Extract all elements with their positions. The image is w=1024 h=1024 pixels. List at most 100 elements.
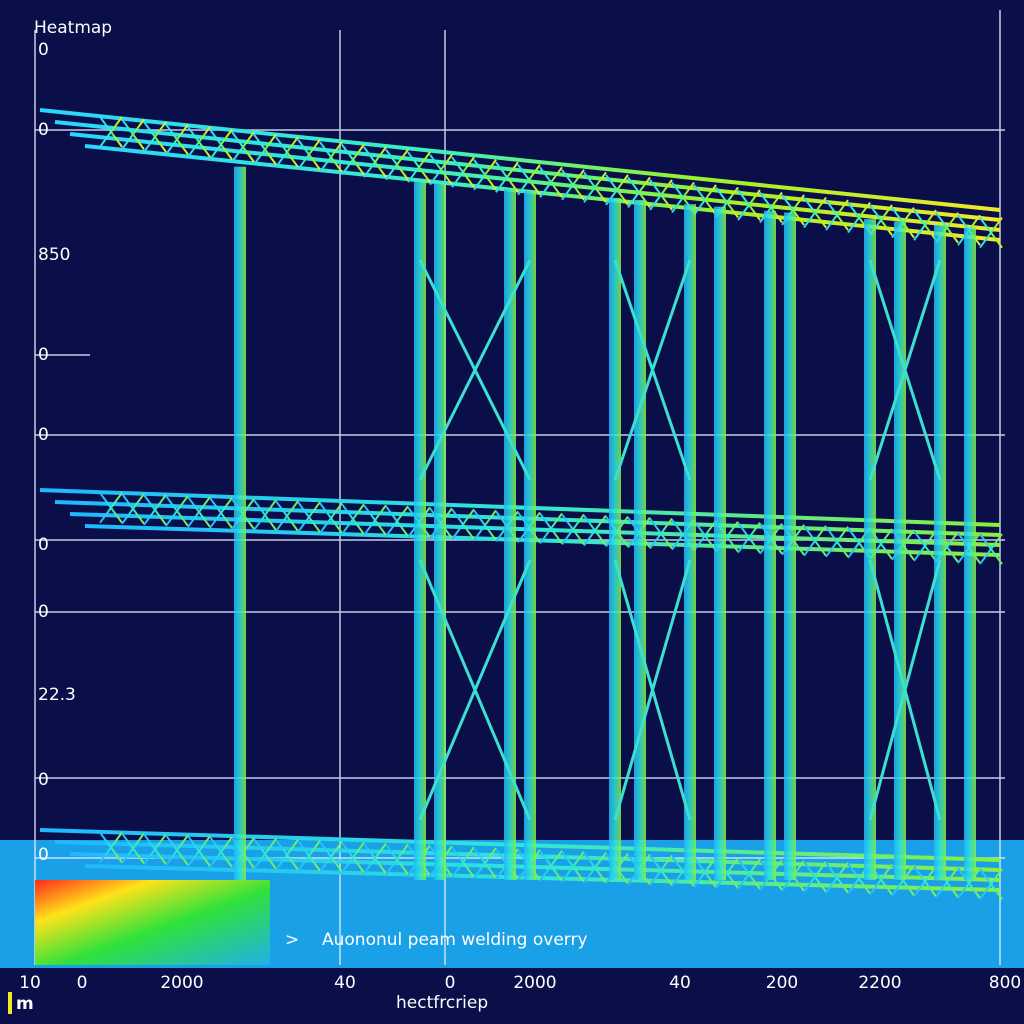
brace (913, 209, 937, 241)
brace (803, 196, 827, 229)
column (504, 189, 516, 880)
column (764, 210, 776, 881)
cross-brace (613, 559, 692, 821)
brace (737, 858, 761, 890)
x-tick-label: 2000 (513, 973, 556, 993)
brace (561, 513, 585, 546)
column (864, 219, 876, 880)
x-tick-label: 0 (445, 973, 456, 993)
x-tick-label: 800 (989, 973, 1021, 993)
legend-label: m (16, 994, 34, 1014)
brace (209, 128, 233, 161)
brace (473, 509, 497, 541)
brace (539, 512, 563, 545)
brace (979, 868, 1003, 900)
brace (913, 865, 937, 898)
y-tick-label: 22.3 (38, 685, 76, 705)
column (434, 183, 446, 881)
brace (715, 857, 739, 889)
brace (275, 136, 299, 168)
brace (275, 839, 299, 871)
brace (121, 493, 145, 525)
brace (473, 847, 497, 879)
brace (165, 123, 189, 156)
color-legend (35, 880, 270, 965)
column (634, 200, 646, 880)
beam (39, 828, 1001, 862)
brace (341, 144, 365, 176)
brace (583, 514, 607, 547)
brace (143, 833, 167, 865)
brace (319, 502, 343, 534)
x-tick-label: 2200 (858, 973, 901, 993)
brace (297, 840, 321, 872)
x-tick-label: 10 (19, 973, 41, 993)
brace (649, 179, 673, 211)
brace (187, 835, 211, 867)
brace (561, 851, 585, 883)
brace (957, 867, 981, 899)
brace (451, 156, 475, 188)
column (964, 227, 976, 880)
brace (99, 831, 123, 864)
brace (209, 497, 233, 529)
y-tick-label: 0 (38, 535, 49, 555)
cross-brace (868, 259, 942, 481)
legend-swatch (8, 992, 12, 1014)
column (684, 204, 696, 880)
brace (451, 846, 475, 878)
brace (407, 151, 431, 183)
brace (143, 121, 167, 153)
x-tick-label: 0 (77, 973, 88, 993)
brace (891, 864, 915, 897)
brace (693, 184, 717, 216)
column (894, 221, 906, 880)
title: Heatmap (34, 18, 112, 38)
y-tick-label: 0 (38, 770, 49, 790)
brace (671, 181, 695, 214)
brace (165, 834, 189, 866)
brace (99, 116, 123, 148)
brace (451, 508, 475, 540)
brace (385, 505, 409, 537)
brace (627, 176, 651, 208)
brace (99, 492, 123, 524)
arrow-icon: > (285, 930, 299, 950)
brace (253, 838, 277, 870)
brace (341, 503, 365, 535)
brace (561, 169, 585, 201)
x-tick-label: 40 (334, 973, 356, 993)
y-tick-label: 0 (38, 845, 49, 865)
brace (165, 495, 189, 527)
brace (693, 520, 717, 552)
brace (583, 171, 607, 203)
brace (341, 841, 365, 874)
brace (517, 164, 541, 196)
y-tick-label: 0 (38, 345, 49, 365)
brace (825, 199, 849, 231)
brace (121, 832, 145, 865)
brace (253, 133, 277, 166)
brace (737, 189, 761, 221)
brace (473, 159, 497, 191)
cross-brace (418, 259, 532, 481)
brace (363, 842, 387, 875)
cross-brace (418, 559, 532, 821)
brace (319, 841, 343, 873)
brace (803, 861, 827, 893)
column (784, 212, 796, 880)
brace (979, 217, 1003, 249)
column (234, 166, 246, 880)
x-tick-label: 2000 (160, 973, 203, 993)
brace (187, 126, 211, 158)
column (609, 197, 621, 880)
annotation: Auononul peam welding overry (322, 930, 588, 950)
column (524, 190, 536, 881)
x-tick-label: 40 (669, 973, 691, 993)
truss-structure (39, 108, 1003, 900)
brace (737, 522, 761, 554)
brace (869, 863, 893, 896)
brace (935, 866, 959, 898)
brace (539, 850, 563, 882)
brace (253, 499, 277, 531)
